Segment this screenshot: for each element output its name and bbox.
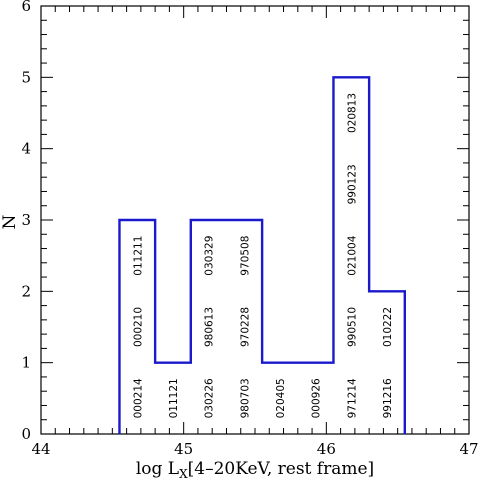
burst-id-label: 011211 (132, 236, 144, 276)
burst-id-label: 000214 (132, 378, 144, 418)
burst-id-label: 991216 (382, 378, 394, 418)
axis-ticks (40, 5, 470, 435)
burst-id-label: 000926 (311, 378, 323, 418)
y-tick-label: 4 (21, 140, 31, 158)
burst-id-label: 990510 (346, 307, 358, 347)
burst-id-label: 010222 (382, 307, 394, 347)
x-tick-label: 44 (31, 440, 50, 458)
x-tick-label: 47 (459, 440, 478, 458)
burst-id-label: 990123 (346, 164, 358, 204)
x-axis-label-subscript: X (179, 467, 188, 481)
burst-id-label: 980703 (239, 378, 251, 418)
y-tick-label: 1 (21, 354, 31, 372)
y-axis-label: N (0, 214, 20, 229)
y-tick-label: 2 (21, 282, 31, 300)
burst-id-label: 980613 (204, 307, 216, 347)
burst-id-label: 020813 (346, 93, 358, 133)
burst-id-label: 030226 (204, 378, 216, 418)
burst-id-labels: 000214 000210 011211 011121 030226 980613 0303… (132, 93, 394, 418)
burst-id-label: 011121 (168, 378, 180, 418)
burst-id-label: 970228 (239, 307, 251, 347)
burst-id-label: 000210 (132, 307, 144, 347)
burst-id-label: 970508 (239, 236, 251, 276)
x-axis-label-suffix: [4–20KeV, rest frame] (188, 459, 375, 479)
y-tick-label: 5 (21, 68, 31, 86)
burst-id-label: 021004 (346, 235, 358, 275)
burst-id-label: 030329 (204, 236, 216, 276)
y-tick-label: 3 (21, 211, 31, 229)
y-tick-label: 0 (21, 425, 31, 443)
y-tick-label: 6 (21, 0, 31, 15)
burst-id-label: 020405 (275, 378, 287, 418)
x-tick-label: 45 (174, 440, 193, 458)
histogram-outline (118, 76, 406, 434)
x-axis-label-prefix: log L (136, 459, 179, 479)
burst-id-label: 971214 (346, 378, 358, 418)
x-axis-label: log LX[4–20KeV, rest frame] (136, 459, 374, 481)
x-tick-label: 46 (317, 440, 336, 458)
